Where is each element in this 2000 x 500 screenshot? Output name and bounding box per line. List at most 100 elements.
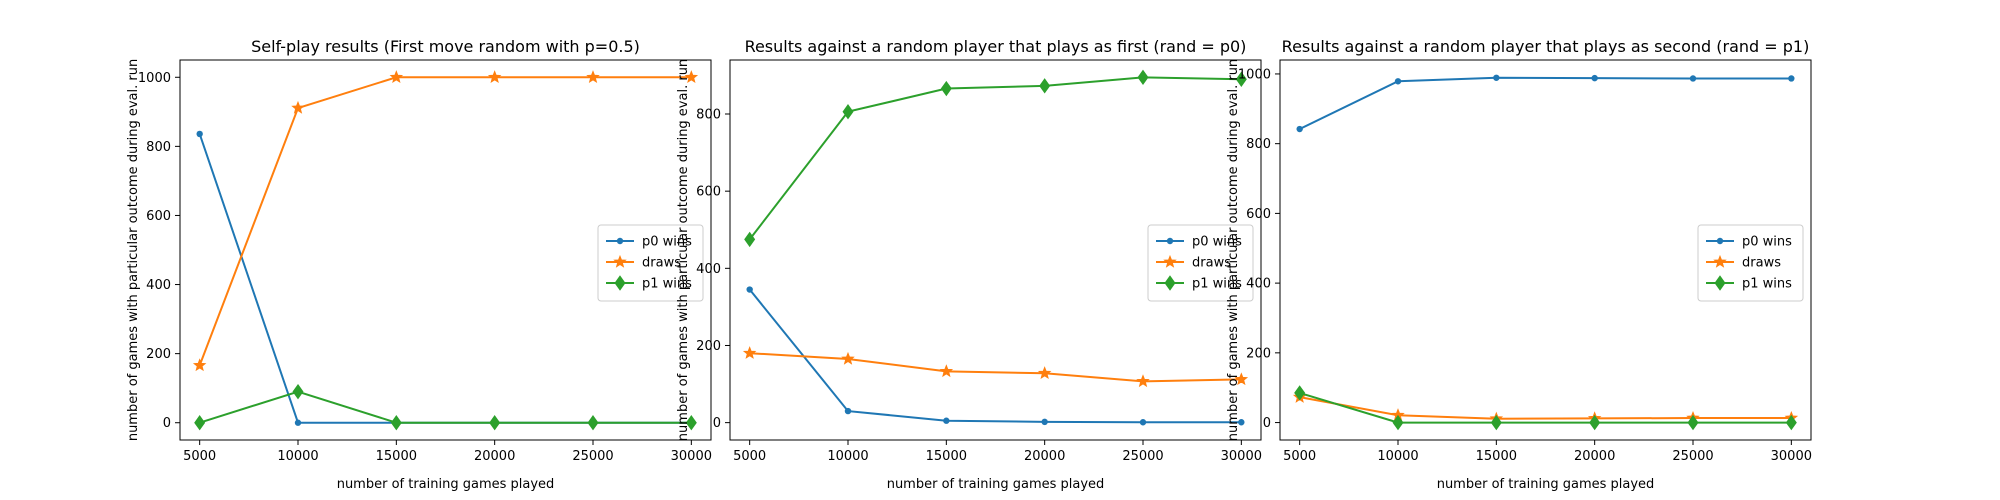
series-p1-wins <box>744 69 1247 248</box>
data-point <box>1234 372 1249 386</box>
y-axis-label: number of games with particular outcome … <box>126 59 141 441</box>
y-axis-label: number of games with particular outcome … <box>1226 59 1241 441</box>
data-point <box>1238 419 1245 426</box>
data-point <box>389 70 404 84</box>
data-point <box>196 130 203 138</box>
data-point <box>841 351 855 365</box>
data-point <box>744 231 756 248</box>
series-line <box>199 390 692 424</box>
legend: p0 wins draws p1 wins <box>597 224 704 302</box>
data-point <box>1394 78 1402 85</box>
x-tick-label: 15000 <box>376 449 417 464</box>
y-tick-label: 0 <box>163 416 171 431</box>
series-line <box>1299 396 1792 420</box>
legend-label: draws <box>642 256 681 271</box>
data-point <box>939 364 954 378</box>
x-tick-label: 15000 <box>926 449 967 464</box>
data-point <box>1785 414 1797 431</box>
data-point <box>746 286 753 293</box>
y-axis-label: number of games with particular outcome … <box>676 59 691 441</box>
legend-swatch-marker <box>1163 254 1177 268</box>
y-tick-label: 200 <box>1246 346 1271 361</box>
data-point <box>1591 74 1598 82</box>
y-tick-label: 200 <box>146 347 171 362</box>
chart-panel-3: Results against a random player that pla… <box>1226 37 1812 492</box>
x-axis-label: number of training games played <box>1437 477 1655 492</box>
series-p0-wins <box>1296 74 1795 133</box>
data-point <box>192 358 207 372</box>
data-point <box>1589 414 1601 431</box>
y-tick-label: 600 <box>146 209 171 224</box>
data-point <box>1041 418 1048 426</box>
chart-panel-1: Self-play results (First move random wit… <box>126 37 712 492</box>
y-tick-label: 800 <box>696 108 721 123</box>
series-line <box>198 76 692 366</box>
legend-label: p1 wins <box>1192 277 1242 292</box>
axes-frame <box>729 59 1262 441</box>
x-tick-label: 25000 <box>572 449 613 464</box>
data-point <box>1788 75 1795 82</box>
x-tick-label: 5000 <box>183 449 216 464</box>
legend-swatch-marker <box>1713 254 1727 268</box>
series-line <box>748 288 1242 424</box>
legend: p0 wins draws p1 wins <box>1697 224 1804 302</box>
data-point <box>487 70 502 84</box>
data-point <box>294 419 302 426</box>
series-line <box>749 352 1242 383</box>
y-tick-label: 400 <box>146 278 171 293</box>
x-tick-label: 5000 <box>733 449 766 464</box>
data-point <box>1136 374 1150 388</box>
axes-frame <box>1279 59 1812 441</box>
data-point <box>1039 78 1051 94</box>
data-point <box>1296 125 1303 133</box>
data-point <box>842 104 854 120</box>
series-draws <box>1292 390 1799 425</box>
data-point <box>1294 385 1306 401</box>
x-tick-label: 15000 <box>1476 449 1517 464</box>
chart-title: Self-play results (First move random wit… <box>251 37 640 56</box>
series-line <box>748 76 1242 241</box>
data-point <box>586 70 600 84</box>
legend-swatch-marker <box>616 237 624 245</box>
x-tick-label: 25000 <box>1122 449 1163 464</box>
x-tick-label: 5000 <box>1283 449 1316 464</box>
x-axis-label: number of training games played <box>887 477 1105 492</box>
x-tick-label: 10000 <box>827 449 868 464</box>
data-point <box>489 415 501 431</box>
data-point <box>1137 69 1149 86</box>
x-tick-label: 20000 <box>474 449 515 464</box>
series-draws <box>742 346 1249 388</box>
data-point <box>1493 74 1500 81</box>
x-tick-label: 30000 <box>1221 449 1262 464</box>
legend-swatch-marker <box>1716 237 1724 245</box>
legend-label: p1 wins <box>642 277 692 292</box>
y-tick-label: 0 <box>713 416 721 431</box>
data-point <box>684 70 699 84</box>
legend-swatch-marker <box>1714 275 1726 291</box>
series-draws <box>192 70 699 372</box>
data-point <box>390 415 402 431</box>
legend-label: p0 wins <box>642 235 692 250</box>
y-tick-label: 1000 <box>1238 67 1271 82</box>
data-point <box>291 100 305 114</box>
legend-swatch-marker <box>1164 275 1176 291</box>
x-tick-label: 20000 <box>1574 449 1615 464</box>
x-tick-label: 20000 <box>1024 449 1065 464</box>
legend-label: draws <box>1742 256 1781 271</box>
y-tick-label: 600 <box>1246 207 1271 222</box>
series-line <box>1299 76 1792 130</box>
y-tick-label: 400 <box>696 262 721 277</box>
x-tick-label: 30000 <box>671 449 712 464</box>
data-point <box>685 415 697 431</box>
axes-frame <box>179 59 712 441</box>
data-point <box>1689 75 1697 82</box>
data-point <box>844 407 852 415</box>
data-point <box>1037 366 1052 379</box>
data-point <box>1235 71 1247 87</box>
legend-label: p0 wins <box>1192 235 1242 250</box>
data-point <box>1687 414 1699 431</box>
chart-title: Results against a random player that pla… <box>745 37 1247 56</box>
y-tick-label: 400 <box>1246 277 1271 292</box>
y-tick-label: 200 <box>696 339 721 354</box>
